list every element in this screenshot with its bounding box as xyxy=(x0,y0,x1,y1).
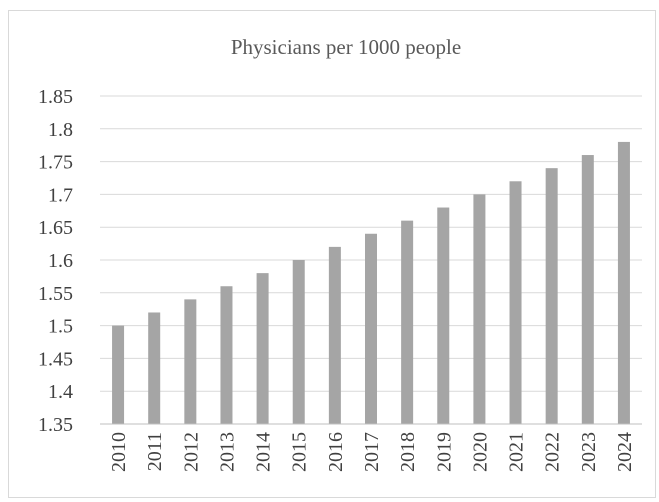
bar-2016 xyxy=(328,246,341,424)
bar-2024 xyxy=(617,141,630,425)
y-tick-label: 1.6 xyxy=(48,250,73,272)
y-tick-label: 1.85 xyxy=(38,86,73,108)
x-tick-label: 2024 xyxy=(614,432,636,472)
chart-title: Physicians per 1000 people xyxy=(231,35,461,59)
y-tick-label: 1.5 xyxy=(48,316,73,338)
x-tick-label: 2014 xyxy=(253,432,275,472)
x-tick-label: 2012 xyxy=(180,432,202,472)
y-tick-label: 1.4 xyxy=(48,381,73,403)
y-tick-label: 1.65 xyxy=(38,217,73,239)
y-axis-ticks: 1.35 1.4 1.45 1.5 1.55 1.6 1.65 1.7 1.75 1.8 1.85 xyxy=(38,86,73,436)
y-tick-label: 1.75 xyxy=(38,152,73,174)
bar-2012 xyxy=(184,299,197,424)
bar-2015 xyxy=(292,260,305,424)
x-tick-label: 2019 xyxy=(433,432,455,472)
bar-2010 xyxy=(112,325,125,424)
x-tick-label: 2013 xyxy=(216,432,238,472)
bars xyxy=(112,141,630,425)
bar-2022 xyxy=(545,168,558,424)
x-tick-label: 2015 xyxy=(289,432,311,472)
bar-2021 xyxy=(509,181,522,424)
y-tick-label: 1.8 xyxy=(48,119,73,141)
x-tick-label: 2023 xyxy=(578,432,600,472)
bar-2011 xyxy=(148,312,161,424)
bar-2013 xyxy=(220,286,233,424)
x-axis-ticks: 2010 2011 2012 2013 2014 2015 2016 2017 2018 2019… xyxy=(108,432,636,472)
bar-2020 xyxy=(473,194,486,424)
x-tick-label: 2011 xyxy=(144,432,166,471)
y-tick-label: 1.35 xyxy=(38,414,73,436)
bar-2023 xyxy=(581,155,594,425)
y-tick-label: 1.45 xyxy=(38,348,73,370)
x-tick-label: 2010 xyxy=(108,432,130,472)
x-tick-label: 2017 xyxy=(361,432,383,472)
y-tick-label: 1.7 xyxy=(48,184,73,206)
bar-2019 xyxy=(437,207,450,424)
x-tick-label: 2018 xyxy=(397,432,419,472)
bar-2018 xyxy=(401,220,414,424)
x-tick-label: 2022 xyxy=(542,432,564,472)
x-tick-label: 2016 xyxy=(325,432,347,472)
x-tick-label: 2021 xyxy=(506,432,528,472)
y-tick-label: 1.55 xyxy=(38,283,73,305)
bar-2017 xyxy=(365,233,377,424)
bar-2014 xyxy=(256,273,269,424)
x-tick-label: 2020 xyxy=(469,432,491,472)
